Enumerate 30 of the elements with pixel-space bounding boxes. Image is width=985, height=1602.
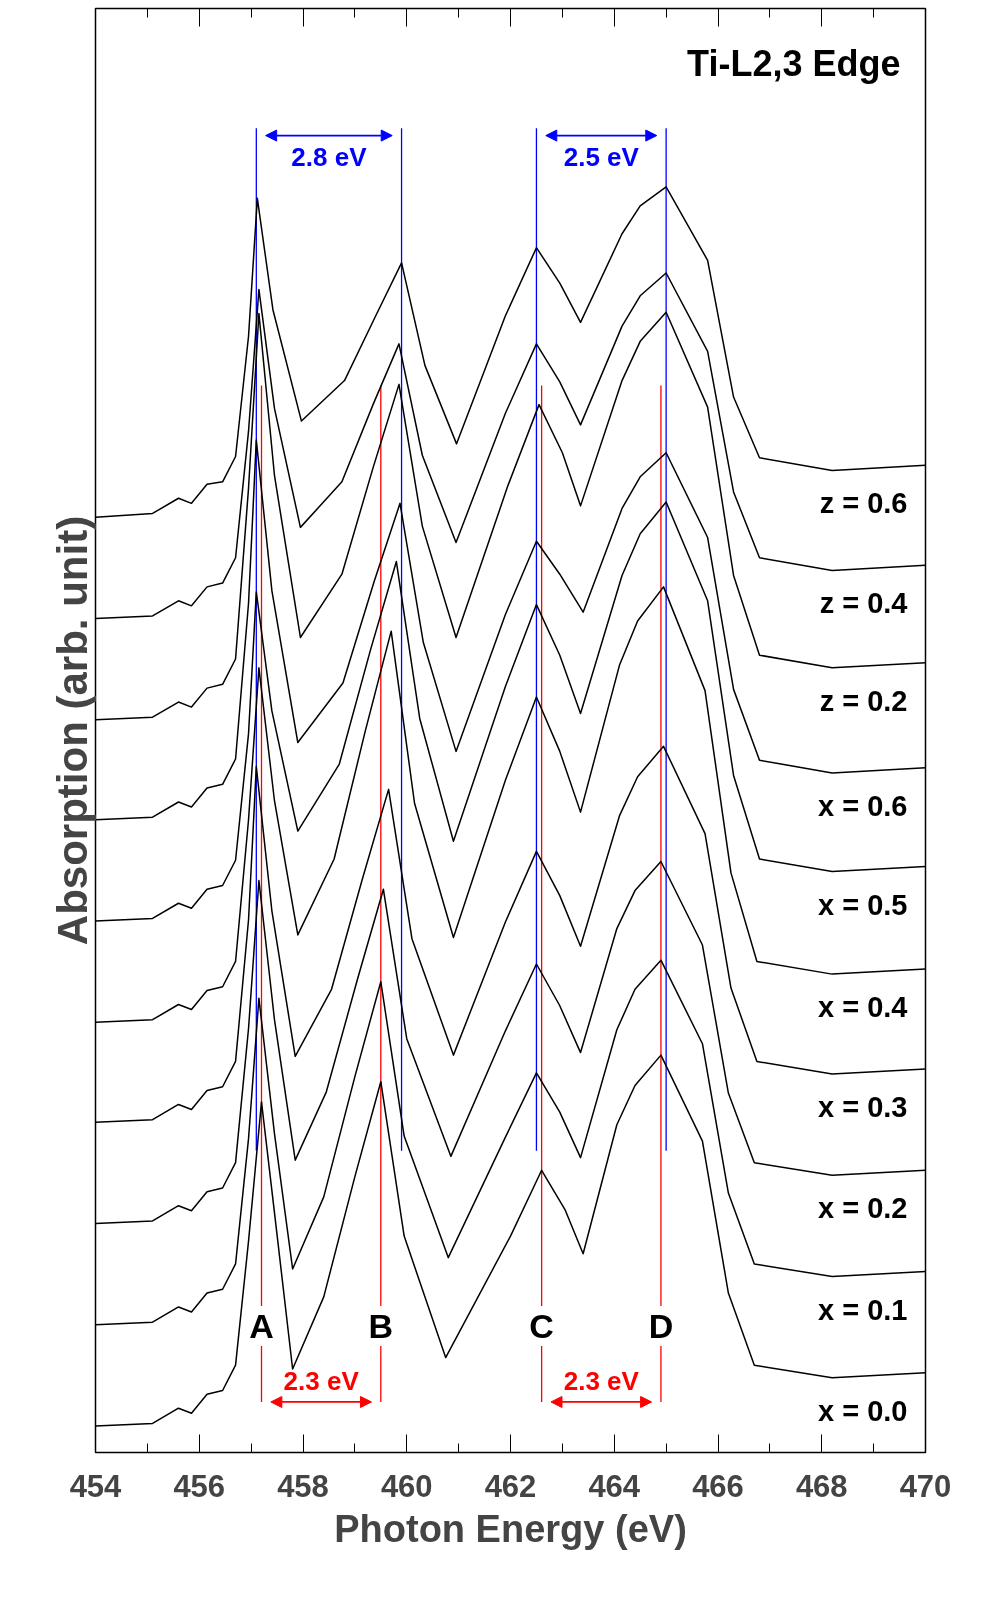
- x-tick-label: 462: [484, 1468, 537, 1504]
- x-tick-label: 470: [899, 1468, 952, 1504]
- series-label: z = 0.4: [819, 587, 908, 620]
- chart-title: Ti-L2,3 Edge: [687, 43, 901, 84]
- ref-line-label: 2.3 eV: [283, 1365, 360, 1396]
- series-label: x = 0.5: [818, 888, 908, 921]
- y-axis-title: Absorption (arb. unit): [48, 515, 96, 946]
- series-label: x = 0.3: [818, 1091, 908, 1124]
- annotation: B: [368, 1306, 394, 1345]
- x-tick-label: 466: [692, 1468, 744, 1504]
- series-label: x = 0.2: [818, 1192, 908, 1225]
- series-label: x = 0.6: [818, 789, 908, 822]
- ref-line-label: 2.5 eV: [563, 141, 640, 172]
- x-tick-label: 464: [588, 1468, 641, 1504]
- series-label: x = 0.4: [818, 991, 908, 1024]
- x-tick-label: 454: [69, 1468, 123, 1504]
- series-label: x = 0.0: [818, 1394, 908, 1427]
- annotation: D: [648, 1306, 674, 1345]
- annotation: A: [249, 1306, 274, 1345]
- x-tick-label: 458: [277, 1468, 329, 1504]
- x-axis-title: Photon Energy (eV): [334, 1507, 687, 1550]
- x-tick-label: 468: [795, 1468, 848, 1504]
- series-label: z = 0.2: [819, 684, 908, 717]
- annotation: C: [529, 1306, 554, 1345]
- series-label: x = 0.1: [818, 1293, 908, 1326]
- x-tick-label: 456: [173, 1468, 226, 1504]
- ref-line-label: 2.3 eV: [563, 1365, 640, 1396]
- ref-line-label: 2.8 eV: [291, 141, 368, 172]
- x-tick-label: 460: [380, 1468, 433, 1504]
- series-label: z = 0.6: [819, 487, 908, 520]
